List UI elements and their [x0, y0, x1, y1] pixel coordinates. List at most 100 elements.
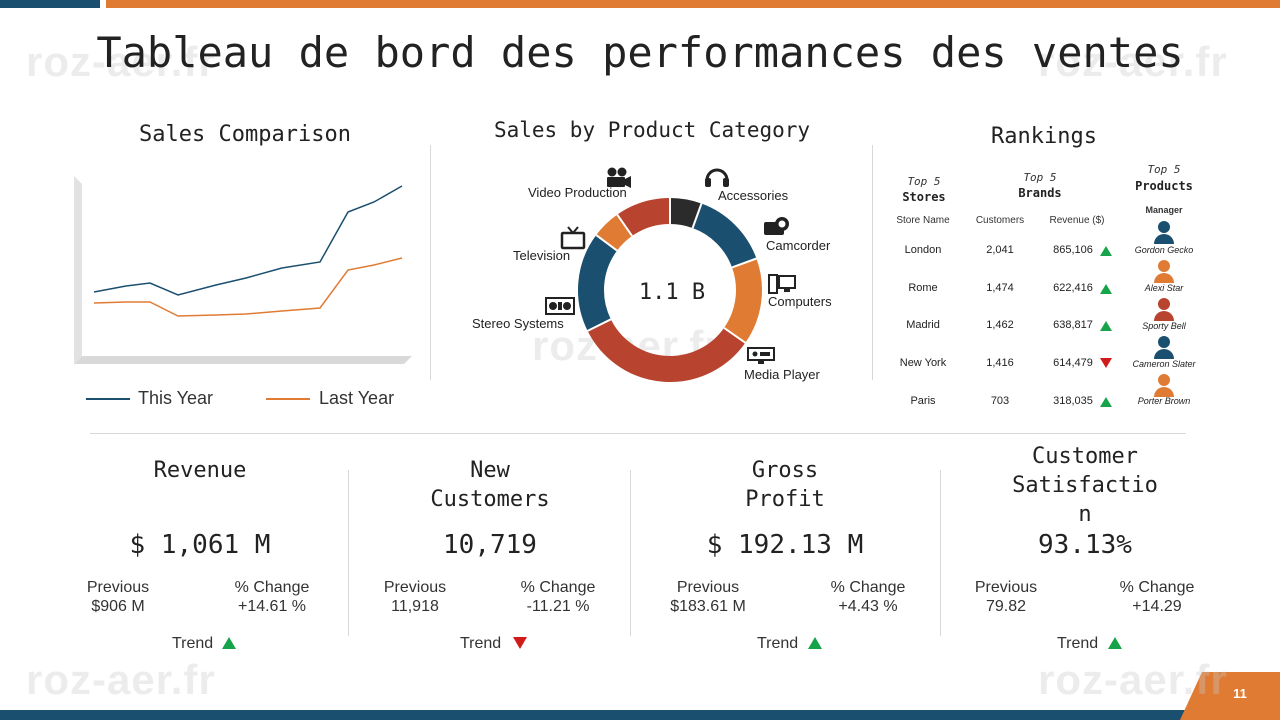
kpi-change: % Change -11.21 % — [498, 578, 618, 616]
legend-swatch-last-year — [266, 398, 310, 400]
revenue-value: 638,817 — [1053, 319, 1093, 331]
sales-comparison-chart — [74, 176, 412, 364]
label-camcorder: Camcorder — [766, 238, 831, 253]
kpi-previous: Previous 11,918 — [355, 578, 475, 616]
kpi-trend-label: Trend — [757, 635, 799, 652]
donut-segment-computers — [723, 258, 762, 343]
label-television: Television — [513, 248, 571, 263]
donut-gap — [595, 234, 618, 252]
revenue-value: 622,416 — [1053, 282, 1093, 294]
donut-segment-camcorder — [692, 203, 757, 268]
kpi-previous: Previous 79.82 — [946, 578, 1066, 616]
kpi-previous-label: Previous — [676, 579, 740, 596]
section-divider — [630, 470, 631, 636]
kpi-trend-label: Trend — [1057, 635, 1099, 652]
kpi-title: Revenue — [60, 456, 340, 485]
stores-header: Stores — [902, 190, 946, 204]
kpi-value: $ 1,061 M — [129, 530, 271, 560]
kpi-previous-label: Previous — [383, 579, 447, 596]
section-divider — [940, 470, 941, 636]
section-divider — [430, 145, 431, 380]
kpi-change-value: +14.29 — [1132, 598, 1182, 615]
donut-gap — [691, 203, 703, 229]
top-accent-bar-blue — [0, 0, 100, 8]
label-computers: Computers — [768, 294, 832, 309]
kpi-previous: Previous $906 M — [58, 578, 178, 616]
kpi-title-line: n — [1078, 502, 1092, 527]
trend-up-icon — [222, 637, 236, 649]
kpi-trend-label: Trend — [172, 635, 214, 652]
store-name: Madrid — [906, 319, 940, 331]
trend-up-icon — [808, 637, 822, 649]
kpi-title-line: Profit — [745, 487, 825, 512]
customers-value: 1,416 — [986, 357, 1014, 369]
manager-avatar-icon — [1154, 260, 1174, 283]
kpi-previous-value: 79.82 — [985, 598, 1027, 615]
trend-up-icon — [1108, 637, 1122, 649]
kpi-value: 93.13% — [1038, 530, 1132, 560]
manager-name: Alexi Star — [1144, 283, 1184, 293]
camcorder-icon — [764, 217, 789, 235]
revenue-value: 614,479 — [1053, 357, 1093, 369]
chart-floor — [74, 356, 412, 364]
revenue-value: 318,035 — [1053, 395, 1093, 407]
customers-value: 703 — [990, 395, 1010, 407]
donut-segment-video-production — [617, 198, 671, 237]
kpi-previous-label: Previous — [86, 579, 150, 596]
page-title: Tableau de bord des performances des ven… — [96, 28, 1184, 77]
kpi-previous-value: $183.61 M — [670, 598, 746, 615]
store-name: Paris — [910, 395, 936, 407]
kpi-title: New Customers — [350, 456, 630, 514]
brands-top-label: Top 5 — [1023, 171, 1057, 184]
kpi-previous-value: $906 M — [91, 598, 145, 615]
col-header-customers: Customers — [975, 215, 1025, 226]
horizontal-divider — [90, 433, 1186, 434]
products-header: Products — [1135, 179, 1193, 193]
manager-name: Cameron Slater — [1132, 359, 1196, 369]
donut-segment-television — [596, 214, 633, 252]
section-divider — [348, 470, 349, 636]
customers-value: 1,474 — [986, 282, 1014, 294]
headphones-icon — [705, 168, 729, 187]
trend-down-icon — [513, 637, 527, 649]
products-top-label: Top 5 — [1147, 163, 1181, 176]
category-title: Sales by Product Category — [493, 118, 811, 142]
store-name: London — [904, 244, 942, 256]
label-video-production: Video Production — [528, 185, 627, 200]
kpi-value: $ 192.13 M — [706, 530, 864, 560]
kpi-title: Gross Profit — [645, 456, 925, 514]
manager-avatar-icon — [1154, 336, 1174, 359]
watermark: roz-aer.fr — [26, 38, 216, 85]
kpi-change-value: -11.21 % — [526, 598, 590, 615]
kpi-title-line: New — [470, 458, 510, 483]
kpi-change-value: +14.61 % — [237, 598, 307, 615]
label-stereo-systems: Stereo Systems — [472, 316, 564, 331]
donut-segment-stereo-systems — [578, 235, 618, 331]
legend-label-this-year: This Year — [138, 388, 214, 408]
donut-segment-accessories — [669, 198, 702, 229]
revenue-value: 865,106 — [1053, 244, 1093, 256]
trend-up-icon — [1100, 284, 1112, 294]
manager-name: Sporty Bell — [1142, 321, 1186, 331]
trend-up-icon — [1100, 397, 1112, 407]
video-camera-icon — [607, 167, 631, 188]
donut-gap — [587, 318, 612, 332]
store-name: New York — [899, 357, 947, 369]
trend-down-icon — [1100, 358, 1112, 368]
page-number: 11 — [1233, 686, 1247, 701]
manager-avatar-icon — [1154, 221, 1174, 244]
customers-value: 2,041 — [986, 244, 1014, 256]
kpi-change-label: % Change — [1119, 579, 1195, 596]
top-accent-bar-orange — [106, 0, 1280, 8]
bottom-accent-bar — [0, 710, 1200, 720]
brands-header: Brands — [1018, 186, 1062, 200]
kpi-title-line: Gross — [751, 458, 819, 483]
kpi-trend-label: Trend — [460, 635, 502, 652]
watermark: roz-aer.fr — [1038, 656, 1228, 703]
col-header-manager: Manager — [1145, 205, 1183, 215]
rankings-title: Rankings — [991, 124, 1097, 149]
kpi-value: 10,719 — [443, 530, 537, 560]
col-header-revenue: Revenue ($) — [1049, 215, 1105, 226]
kpi-change: % Change +14.61 % — [212, 578, 332, 616]
kpi-title-line: Customers — [430, 487, 550, 512]
